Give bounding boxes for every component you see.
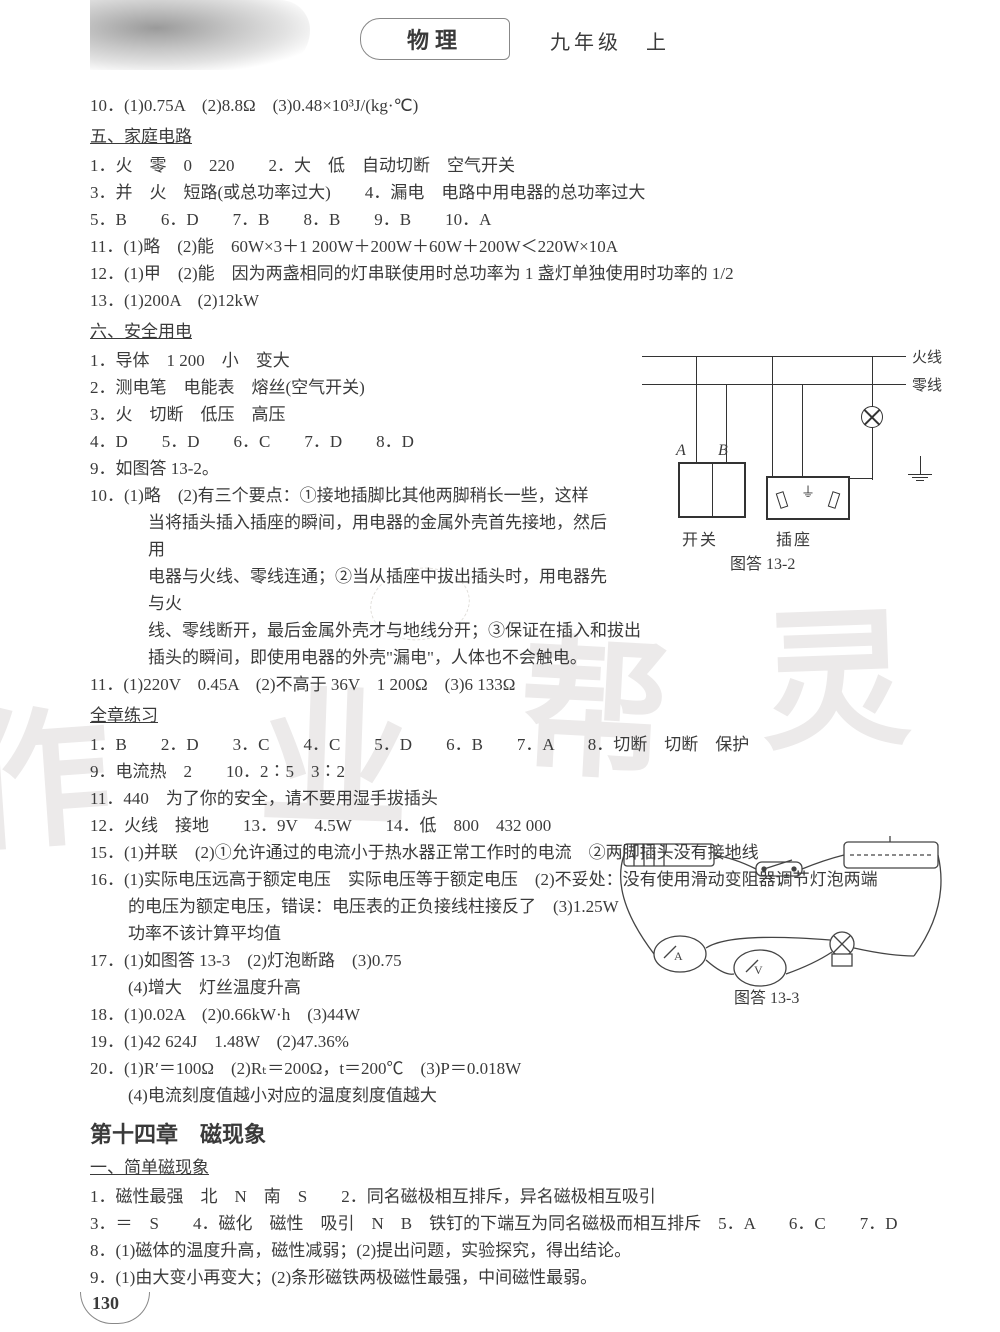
answer-line: 插头的瞬间，即使用电器的外壳"漏电"，人体也不会触电。 [90, 644, 920, 671]
page-number: 130 [92, 1293, 119, 1314]
answer-line: 3．＝ S 4．磁化 磁性 吸引 N B 铁钉的下端互为同名磁极而相互排斥 5．… [90, 1210, 920, 1237]
answer-line: 3．火 切断 低压 高压 [90, 401, 620, 428]
chapter-title-14: 第十四章 磁现象 [90, 1121, 920, 1148]
answer-line: 线、零线断开，最后金属外壳才与地线分开；③保证在插入和拔出 [90, 617, 920, 644]
answer-content: 10．(1)0.75A (2)8.8Ω (3)0.48×10³J/(kg·℃) … [90, 92, 920, 1291]
answer-line: 20．(1)R′＝100Ω (2)Rₜ＝200Ω，t＝200℃ (3)P＝0.0… [90, 1055, 920, 1082]
answer-line: 1．磁性最强 北 N 南 S 2．同名磁极相互排斥，异名磁极相互吸引 [90, 1183, 920, 1210]
section-title-all: 全章练习 [90, 702, 920, 729]
answer-line: 当将插头插入插座的瞬间，用电器的金属外壳首先接地，然后用 [90, 509, 620, 563]
answer-line: 9．如图答 13-2。 [90, 455, 620, 482]
answer-line: 15．(1)并联 (2)①允许通过的电流小于热水器正常工作时的电流 ②两脚插头没… [90, 839, 920, 866]
answer-line: 3．并 火 短路(或总功率过大) 4．漏电 电路中用电器的总功率过大 [90, 179, 920, 206]
answer-line: 10．(1)0.75A (2)8.8Ω (3)0.48×10³J/(kg·℃) [90, 92, 920, 119]
answer-line: 10．(1)略 (2)有三个要点：①接地插脚比其他两脚稍长一些，这样 [90, 482, 620, 509]
answer-line: 8．(1)磁体的温度升高，磁性减弱；(2)提出问题，实验探究，得出结论。 [90, 1237, 920, 1264]
header-graphic [90, 0, 310, 70]
answer-line: 12．(1)甲 (2)能 因为两盏相同的灯串联使用时总功率为 1 盏灯单独使用时… [90, 260, 920, 287]
answer-line: 9．电流热 2 10．2∶5 3∶2 [90, 758, 920, 785]
page-header: 物理 九年级 上 [90, 0, 920, 80]
answer-line: 1．B 2．D 3．C 4．C 5．D 6．B 7．A 8．切断 切断 保护 [90, 731, 920, 758]
answer-line: 的电压为额定电压，错误：电压表的正负接线柱接反了 (3)1.25W [90, 893, 920, 920]
header-title-box: 物理 [360, 18, 510, 60]
answer-line: 11．(1)略 (2)能 60W×3＋1 200W＋200W＋60W＋200W＜… [90, 233, 920, 260]
section-title-6: 六、安全用电 [90, 318, 920, 345]
answer-line: 16．(1)实际电压远高于额定电压 实际电压等于额定电压 (2)不妥处：没有使用… [90, 866, 920, 893]
answer-line: 17．(1)如图答 13-3 (2)灯泡断路 (3)0.75 [90, 947, 920, 974]
answer-line: 1．火 零 0 220 2．大 低 自动切断 空气开关 [90, 152, 920, 179]
section-title-5: 五、家庭电路 [90, 123, 920, 150]
section-title-14-1: 一、简单磁现象 [90, 1154, 920, 1181]
answer-line: 11．440 为了你的安全，请不要用湿手拔插头 [90, 785, 920, 812]
answer-line: 5．B 6．D 7．B 8．B 9．B 10．A [90, 206, 920, 233]
answer-line: 9．(1)由大变小再变大；(2)条形磁铁两极磁性最强，中间磁性最弱。 [90, 1264, 920, 1291]
answer-line: 电器与火线、零线连通；②当从插座中拔出插头时，用电器先与火 [90, 563, 620, 617]
answer-line: (4)电流刻度值越小对应的温度刻度值越大 [90, 1082, 920, 1109]
answer-line: 12．火线 接地 13．9V 4.5W 14．低 800 432 000 [90, 812, 920, 839]
grade-label: 九年级 上 [550, 26, 670, 55]
answer-line: 11．(1)220V 0.45A (2)不高于 36V 1 200Ω (3)6 … [90, 671, 920, 698]
answer-line: (4)增大 灯丝温度升高 [90, 974, 920, 1001]
answer-line: 2．测电笔 电能表 熔丝(空气开关) [90, 374, 620, 401]
answer-line: 功率不该计算平均值 [90, 920, 920, 947]
answer-line: 19．(1)42 624J 1.48W (2)47.36% [90, 1028, 920, 1055]
subject-title: 物理 [407, 23, 463, 55]
answer-line: 1．导体 1 200 小 变大 [90, 347, 620, 374]
answer-line: 13．(1)200A (2)12kW [90, 287, 920, 314]
answer-line: 18．(1)0.02A (2)0.66kW·h (3)44W [90, 1001, 920, 1028]
answer-line: 4．D 5．D 6．C 7．D 8．D [90, 428, 620, 455]
